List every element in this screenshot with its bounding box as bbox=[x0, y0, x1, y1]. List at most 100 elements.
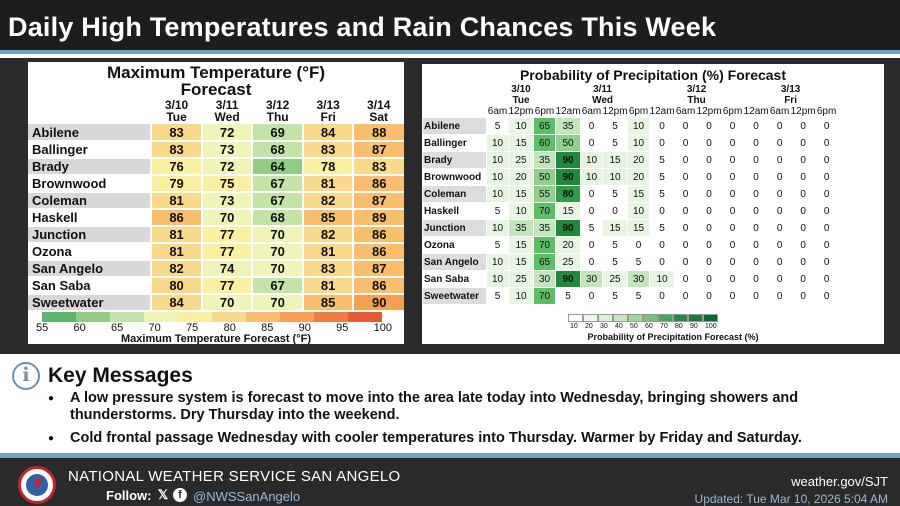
precip-value-cell: 0 bbox=[815, 117, 839, 135]
precip-value-cell: 0 bbox=[815, 202, 839, 220]
precip-value-cell: 5 bbox=[486, 236, 509, 254]
precip-value-cell: 0 bbox=[721, 202, 745, 220]
temp-legend-label: 85 bbox=[261, 322, 274, 334]
temp-value-cell: 70 bbox=[251, 243, 303, 261]
precip-value-cell: 5 bbox=[580, 219, 604, 237]
precip-city-name: Ozona bbox=[422, 236, 487, 254]
precip-value-cell: 10 bbox=[486, 219, 509, 237]
temp-column-date: 3/13 bbox=[316, 98, 340, 112]
precip-day-date: 3/11 bbox=[593, 84, 612, 95]
temp-value-cell: 86 bbox=[352, 175, 404, 193]
temp-city-name: San Angelo bbox=[28, 260, 152, 278]
precip-value-cell: 0 bbox=[790, 202, 817, 220]
precip-value-cell: 90 bbox=[555, 270, 582, 288]
precip-value-cell: 10 bbox=[580, 168, 604, 186]
precip-value-cell: 0 bbox=[721, 168, 745, 186]
table-row: Ballinger 10 15 60 50 0 5 10 0 0 0 0 0 0 0 0 bbox=[422, 134, 839, 152]
temp-value-cell: 73 bbox=[200, 141, 253, 159]
precip-day-name: Thu bbox=[687, 95, 706, 106]
precip-value-cell: 0 bbox=[649, 287, 676, 305]
temp-legend-swatch bbox=[144, 312, 178, 322]
precip-value-cell: 0 bbox=[743, 270, 770, 288]
info-icon: i bbox=[12, 362, 40, 390]
precip-value-cell: 5 bbox=[602, 117, 629, 135]
precip-value-cell: 0 bbox=[580, 117, 604, 135]
precip-value-cell: 0 bbox=[790, 219, 817, 237]
temp-column-header: 3/11 Wed bbox=[202, 98, 253, 124]
precip-city-name: Brownwood bbox=[422, 168, 487, 186]
precip-value-cell: 0 bbox=[768, 134, 792, 152]
temp-column-header: 3/13 Fri bbox=[303, 98, 354, 124]
temp-value-cell: 80 bbox=[150, 277, 202, 295]
precip-value-cell: 5 bbox=[627, 287, 651, 305]
precip-value-cell: 0 bbox=[815, 168, 839, 186]
precip-value-cell: 60 bbox=[533, 134, 557, 152]
temp-value-cell: 84 bbox=[150, 294, 202, 312]
temp-grid: 3/10 Tue 3/11 Wed 3/12 Thu 3/13 Fri 3/14 Sat Abile… bbox=[28, 98, 404, 312]
precip-value-cell: 0 bbox=[696, 168, 723, 186]
temp-column-day: Sat bbox=[369, 110, 389, 124]
precip-value-cell: 30 bbox=[533, 270, 557, 288]
precip-legend-label: 60 bbox=[645, 323, 653, 330]
website-link[interactable]: weather.gov/SJT bbox=[791, 474, 888, 489]
temp-legend-swatch bbox=[348, 312, 382, 322]
precip-value-cell: 0 bbox=[674, 117, 698, 135]
precip-value-cell: 70 bbox=[533, 202, 557, 220]
temp-value-cell: 88 bbox=[352, 124, 404, 142]
precip-value-cell: 0 bbox=[721, 270, 745, 288]
temp-value-cell: 81 bbox=[301, 277, 354, 295]
table-row: Coleman 81 73 67 82 87 bbox=[28, 192, 404, 210]
temp-value-cell: 78 bbox=[301, 158, 354, 176]
table-row: Brady 10 25 35 90 10 15 20 5 0 0 0 0 0 0 0 bbox=[422, 151, 839, 169]
temp-value-cell: 79 bbox=[150, 175, 202, 193]
precip-value-cell: 0 bbox=[674, 253, 698, 271]
precip-time-header: 6am bbox=[769, 106, 790, 117]
precip-time-header: 6am bbox=[675, 106, 696, 117]
precip-legend-swatch bbox=[598, 314, 613, 322]
facebook-logo-icon[interactable]: f bbox=[173, 488, 187, 502]
temp-value-cell: 70 bbox=[200, 209, 253, 227]
precip-value-cell: 10 bbox=[486, 168, 509, 186]
precip-value-cell: 35 bbox=[533, 151, 557, 169]
temp-value-cell: 70 bbox=[251, 260, 303, 278]
precip-value-cell: 70 bbox=[533, 287, 557, 305]
precip-value-cell: 0 bbox=[649, 253, 676, 271]
precip-city-name: Haskell bbox=[422, 202, 487, 220]
precip-value-cell: 0 bbox=[815, 219, 839, 237]
precip-legend-labels: 10 20 30 40 50 60 70 80 90 100 bbox=[570, 323, 720, 330]
temp-value-cell: 70 bbox=[200, 294, 253, 312]
precip-value-cell: 5 bbox=[486, 117, 509, 135]
precip-value-cell: 5 bbox=[649, 168, 676, 186]
precip-legend-swatch bbox=[583, 314, 598, 322]
temp-city-name: San Saba bbox=[28, 277, 152, 295]
precip-value-cell: 5 bbox=[486, 287, 509, 305]
precip-value-cell: 10 bbox=[486, 270, 509, 288]
temp-value-cell: 70 bbox=[251, 294, 303, 312]
precip-time-header: 6pm bbox=[816, 106, 837, 117]
key-messages-title: Key Messages bbox=[48, 364, 193, 387]
temp-city-name: Brady bbox=[28, 158, 152, 176]
temp-value-cell: 73 bbox=[200, 192, 253, 210]
precip-value-cell: 10 bbox=[649, 270, 676, 288]
temp-legend-swatch bbox=[280, 312, 314, 322]
precip-value-cell: 5 bbox=[486, 202, 509, 220]
precip-value-cell: 5 bbox=[649, 151, 676, 169]
precip-value-cell: 10 bbox=[507, 202, 535, 220]
precip-value-cell: 0 bbox=[743, 168, 770, 186]
temp-value-cell: 64 bbox=[251, 158, 303, 176]
updated-timestamp: Updated: Tue Mar 10, 2026 5:04 AM bbox=[694, 492, 888, 506]
precip-value-cell: 0 bbox=[768, 151, 792, 169]
precip-day-date: 3/12 bbox=[686, 84, 707, 95]
precip-value-cell: 0 bbox=[696, 151, 723, 169]
precip-value-cell: 0 bbox=[696, 287, 723, 305]
precip-time-header: 12pm bbox=[508, 106, 534, 117]
x-logo-icon[interactable]: 𝕏 bbox=[157, 487, 169, 502]
precip-value-cell: 0 bbox=[580, 236, 604, 254]
temp-value-cell: 69 bbox=[251, 124, 303, 142]
precip-value-cell: 5 bbox=[649, 185, 676, 203]
temp-legend-label: 60 bbox=[73, 322, 86, 334]
precip-value-cell: 0 bbox=[602, 202, 629, 220]
temp-value-cell: 67 bbox=[251, 277, 303, 295]
precip-legend-title: Probability of Precipitation Forecast (%… bbox=[587, 332, 759, 342]
social-handle-link[interactable]: @NWSSanAngelo bbox=[193, 489, 301, 504]
